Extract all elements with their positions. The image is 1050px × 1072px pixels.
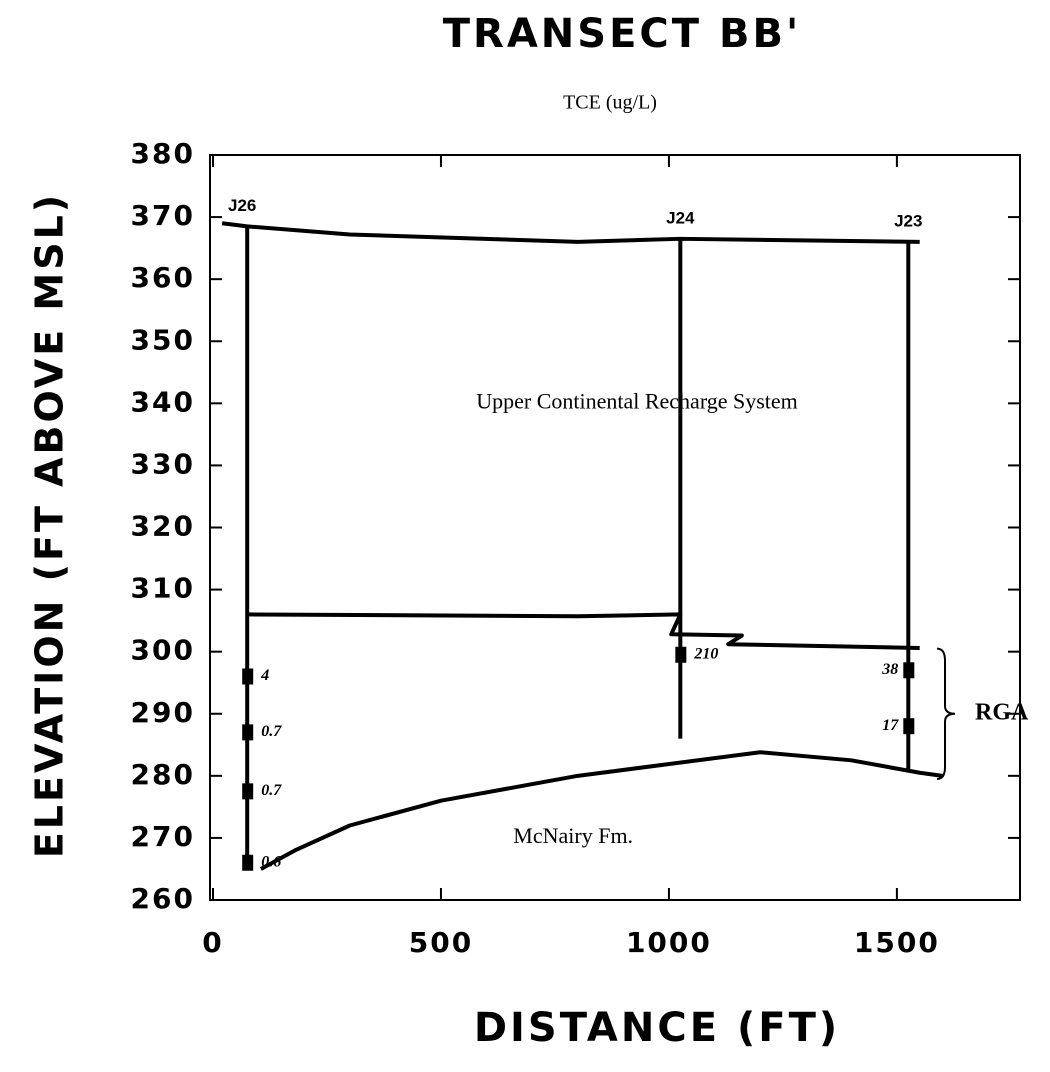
layer-boundary <box>221 221 920 244</box>
y-axis-label: ELEVATION (FT ABOVE MSL) <box>28 192 72 858</box>
y-tick-label: 280 <box>131 758 195 791</box>
plot-frame <box>209 154 1021 901</box>
well-label: J26 <box>228 196 256 215</box>
annotation: Upper Continental Recharge System <box>476 388 798 413</box>
sample <box>675 646 687 663</box>
sample <box>903 662 915 679</box>
layer-boundary <box>247 612 920 650</box>
x-axis-label: DISTANCE (FT) <box>474 1005 840 1051</box>
sample-value: 0.7 <box>261 782 282 799</box>
sample <box>903 718 915 735</box>
x-tick-label: 1500 <box>854 926 940 959</box>
y-tick-label: 330 <box>131 447 195 480</box>
y-tick-label: 310 <box>131 572 195 605</box>
sample-value: 38 <box>881 661 898 678</box>
well-label: J23 <box>894 211 922 230</box>
sample <box>242 668 254 685</box>
sample-value: 0.6 <box>261 853 281 870</box>
rga-brace <box>936 647 956 780</box>
y-tick-label: 290 <box>131 696 195 729</box>
well-label: J24 <box>666 208 695 227</box>
y-tick-label: 260 <box>131 882 195 915</box>
chart-subtitle: TCE (ug/L) <box>563 92 657 114</box>
y-tick-label: 320 <box>131 510 195 543</box>
annotation: RGA <box>975 699 1029 725</box>
sample <box>242 854 254 871</box>
x-tick-label: 0 <box>202 926 223 959</box>
sample-value: 4 <box>260 667 269 684</box>
sample <box>242 724 254 741</box>
sample-value: 210 <box>693 645 718 662</box>
y-tick-label: 340 <box>131 385 195 418</box>
y-tick-label: 350 <box>131 323 195 356</box>
sample <box>242 783 254 800</box>
sample-value: 0.7 <box>261 723 282 740</box>
chart-title: TRANSECT BB' <box>443 11 801 57</box>
y-tick-label: 300 <box>131 634 195 667</box>
annotation: McNairy Fm. <box>513 823 633 848</box>
y-tick-label: 370 <box>131 199 195 232</box>
sample-value: 17 <box>882 717 899 734</box>
y-tick-label: 360 <box>131 261 195 294</box>
x-tick-label: 500 <box>409 926 473 959</box>
y-tick-label: 270 <box>131 820 195 853</box>
layer-boundary <box>259 750 943 871</box>
x-tick-label: 1000 <box>626 926 712 959</box>
y-tick-label: 380 <box>131 137 195 170</box>
